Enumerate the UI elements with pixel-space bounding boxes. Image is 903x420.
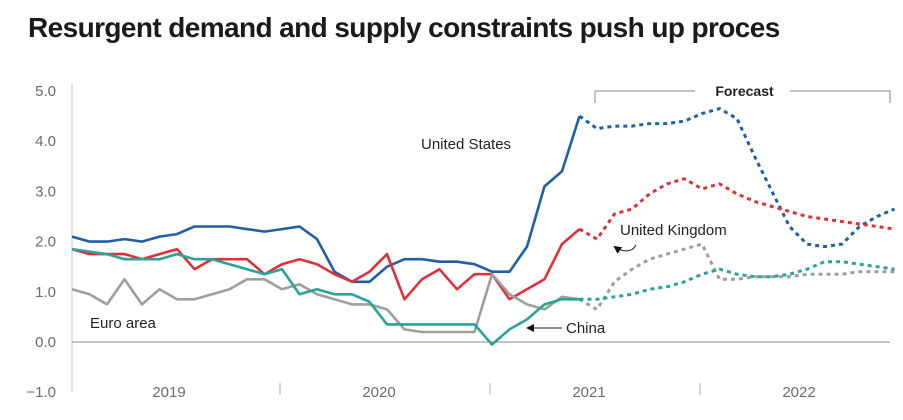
y-tick-label: 5.0 — [35, 83, 56, 100]
series-line-united-states-forecast — [578, 107, 896, 249]
forecast-label: Forecast — [715, 83, 774, 99]
x-tick-label: 2019 — [152, 384, 185, 401]
annotation-china: China — [566, 320, 606, 337]
series-line-euro-area-forecast — [578, 242, 895, 311]
series-line-euro-area-actual — [71, 272, 580, 334]
forecast-bracket-left — [594, 90, 695, 103]
series-line-china-actual — [71, 247, 580, 346]
series-line-united-states-actual — [71, 115, 581, 284]
forecast-bracket-right — [790, 90, 891, 103]
series-line-united-kingdom-forecast — [578, 177, 895, 241]
chart-title: Resurgent demand and supply constraints … — [28, 12, 780, 43]
y-tick-label: 0.0 — [35, 334, 56, 351]
series-line-china-forecast — [579, 260, 895, 301]
annotation-euro-area: Euro area — [90, 315, 157, 332]
annotation-united-kingdom: United Kingdom — [620, 222, 727, 239]
uk-arrow-icon — [613, 244, 637, 254]
x-tick-label: 2022 — [782, 384, 815, 401]
y-tick-label: 3.0 — [35, 183, 56, 200]
x-tick-label: 2020 — [362, 384, 395, 401]
annotation-united-states: United States — [421, 136, 511, 153]
x-tick-label: 2021 — [572, 384, 605, 401]
y-tick-label: 4.0 — [35, 133, 56, 150]
y-tick-label: 2.0 — [35, 234, 56, 251]
y-tick-label: 1.0 — [35, 284, 56, 301]
y-tick-label: −1.0 — [26, 384, 56, 401]
